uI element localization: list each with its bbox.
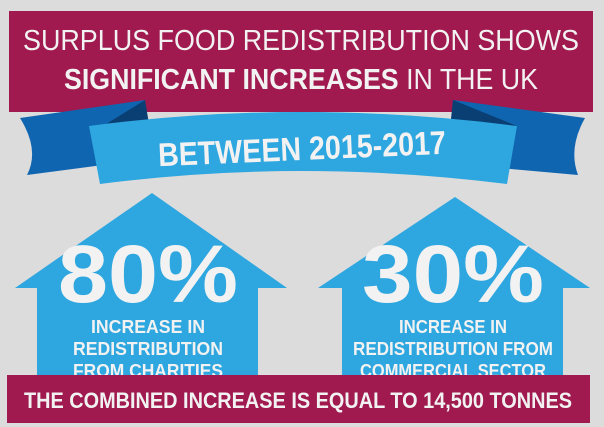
stat-label-line: INCREASE IN bbox=[91, 317, 205, 337]
stat-value-commercial: 30% bbox=[362, 229, 544, 320]
house-right bbox=[318, 197, 590, 380]
header-line-2-rest: IN THE UK bbox=[399, 64, 539, 96]
stat-label-line: REDISTRIBUTION bbox=[73, 339, 223, 359]
stat-value-charities: 80% bbox=[58, 229, 238, 320]
stat-label-line: INCREASE IN bbox=[399, 317, 507, 337]
header-banner bbox=[9, 11, 593, 112]
header-line-2: SIGNIFICANT INCREASES IN THE UK bbox=[64, 64, 539, 96]
footer-banner bbox=[7, 375, 590, 423]
house-left bbox=[15, 193, 287, 380]
header-line-2-bold: SIGNIFICANT INCREASES bbox=[64, 64, 399, 96]
header-line-1: SURPLUS FOOD REDISTRIBUTION SHOWS bbox=[23, 25, 579, 57]
ribbon-front bbox=[89, 112, 517, 184]
stat-label-line: REDISTRIBUTION FROM bbox=[353, 339, 553, 359]
footer-label: THE COMBINED INCREASE IS EQUAL TO 14,500… bbox=[24, 388, 572, 413]
